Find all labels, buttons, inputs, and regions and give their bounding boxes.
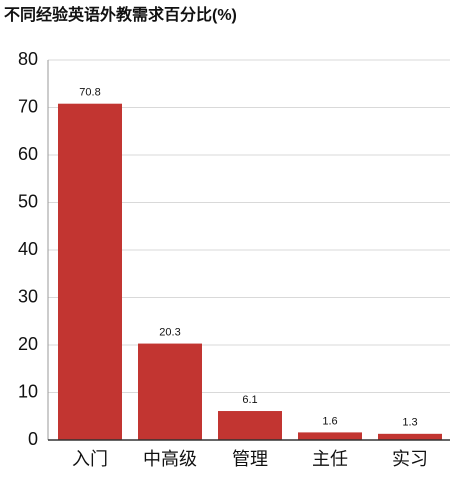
y-tick-label: 20 — [18, 334, 38, 354]
bar — [218, 411, 282, 440]
bar — [138, 343, 202, 440]
y-tick-label: 50 — [18, 191, 38, 211]
data-label: 1.6 — [322, 415, 337, 427]
chart-title: 不同经验英语外教需求百分比(%) — [4, 5, 237, 24]
y-tick-label: 0 — [28, 429, 38, 449]
y-tick-label: 70 — [18, 96, 38, 116]
bar — [58, 103, 122, 440]
y-tick-label: 40 — [18, 239, 38, 259]
y-tick-label: 80 — [18, 49, 38, 69]
y-tick-label: 30 — [18, 286, 38, 306]
x-tick-label: 主任 — [312, 449, 348, 469]
data-label: 20.3 — [159, 326, 180, 338]
data-label: 1.3 — [402, 417, 417, 429]
y-tick-label: 60 — [18, 144, 38, 164]
x-tick-label: 管理 — [232, 449, 268, 469]
data-label: 70.8 — [79, 87, 100, 99]
x-tick-label: 实习 — [392, 449, 428, 469]
bar — [298, 432, 362, 440]
x-tick-label: 中高级 — [143, 449, 197, 469]
data-label: 6.1 — [242, 394, 257, 406]
x-tick-label: 入门 — [72, 449, 108, 469]
bar — [378, 433, 442, 440]
y-tick-label: 10 — [18, 381, 38, 401]
